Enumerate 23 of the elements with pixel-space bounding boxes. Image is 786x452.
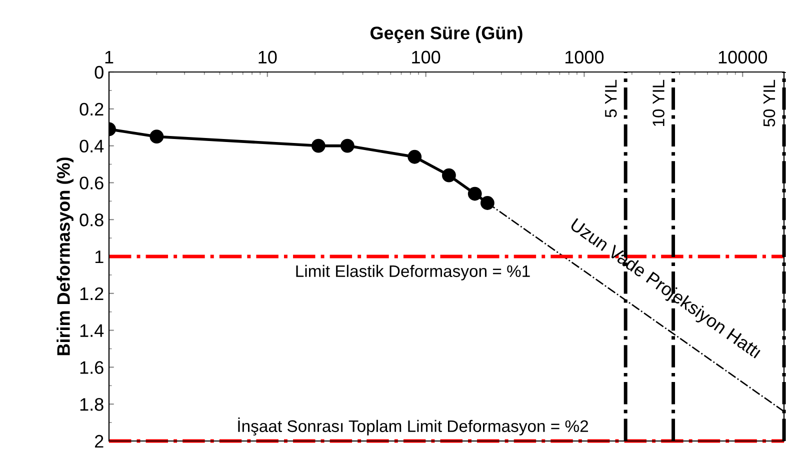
x-tick-label: 1000: [566, 50, 604, 64]
x-tick-label: 100: [412, 50, 440, 64]
y-tick-label: 1.8: [80, 398, 104, 411]
y-tick-label: 1: [95, 250, 104, 264]
y-tick-label: 0.2: [80, 102, 104, 116]
ref-line-label: 5 YIL: [605, 80, 617, 118]
y-tick-label: 1.4: [80, 324, 104, 337]
y-tick-label: 2: [95, 434, 104, 448]
y-tick-label: 1.2: [80, 287, 104, 300]
ref-line-label: 10 YIL: [652, 80, 664, 126]
y-tick-label: 1.6: [80, 361, 104, 374]
y-axis-title: Birim Deformasyon (%): [56, 158, 74, 356]
x-axis-title: Geçen Süre (Gün): [370, 26, 522, 43]
ref-line-label: Limit Elastik Deformasyon = %1: [296, 264, 530, 280]
y-tick-label: 0.4: [80, 140, 104, 153]
y-tick-label: 0.8: [80, 214, 104, 226]
x-tick-label: 10: [258, 50, 277, 64]
x-tick-label: 10000: [718, 50, 768, 64]
y-tick-label: 0: [94, 66, 104, 79]
x-tick-label: 1: [105, 50, 114, 64]
ref-line-label: İnşaat Sonrası Toplam Limit Deformasyon = %2: [238, 418, 588, 436]
y-tick-label: 0.6: [80, 176, 104, 190]
ref-line-label: 50 YIL: [763, 80, 776, 127]
